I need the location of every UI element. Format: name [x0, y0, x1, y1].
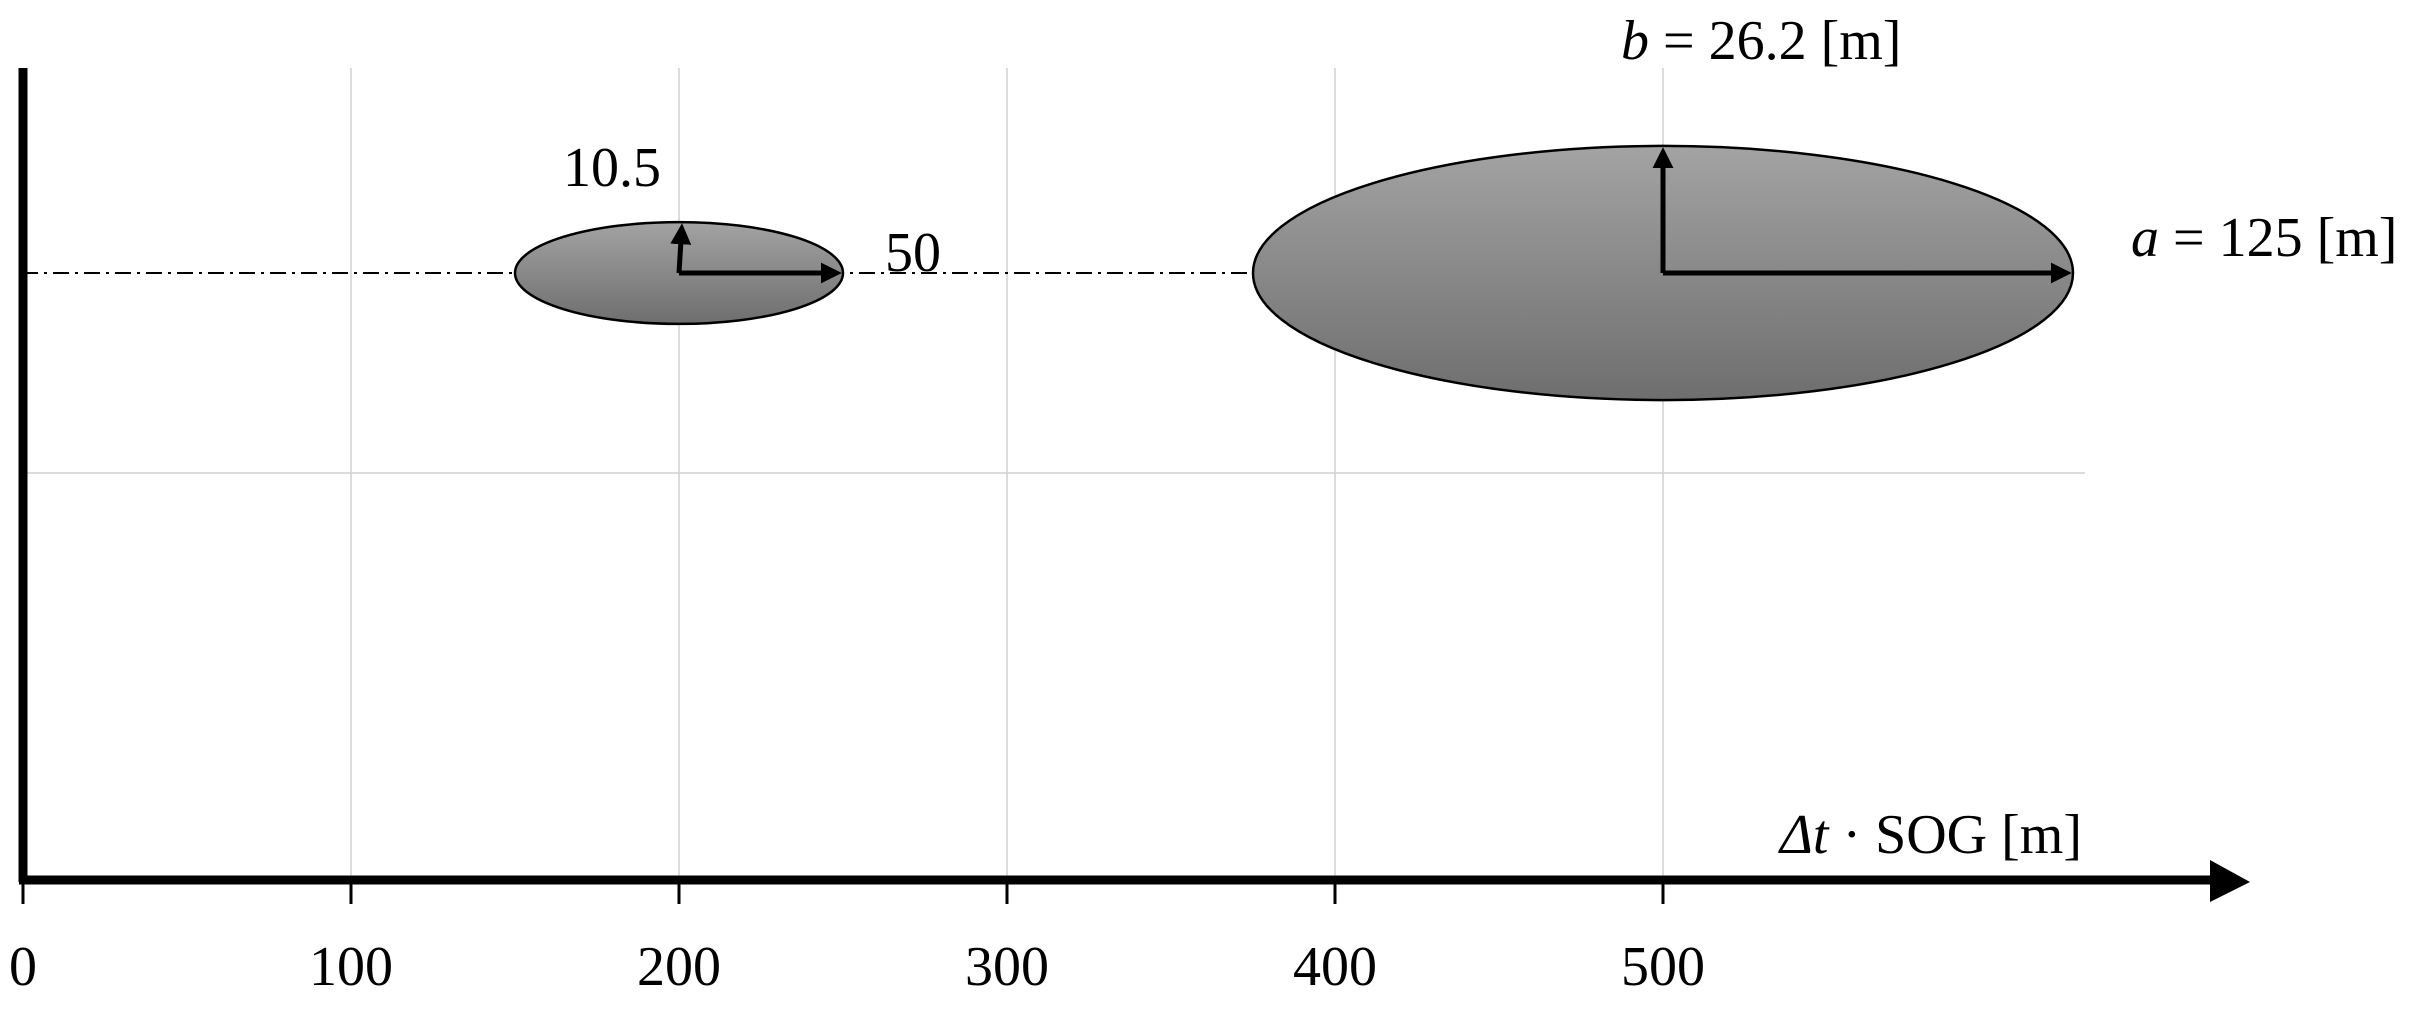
small-semi-major-label: 50	[885, 222, 941, 284]
x-axis-ticks: 0 100 200 300 400 500	[9, 882, 1705, 998]
small-semi-minor-label: 10.5	[563, 137, 661, 199]
x-tick-label: 500	[1621, 936, 1705, 998]
x-tick-label: 400	[1293, 936, 1377, 998]
x-tick-label: 200	[637, 936, 721, 998]
x-tick-label: 100	[309, 936, 393, 998]
small-semi-minor-arrow	[670, 223, 692, 274]
x-axis-arrowhead	[2210, 860, 2250, 902]
x-tick-label: 300	[965, 936, 1049, 998]
large-semi-minor-label: b = 26.2 [m]	[1621, 10, 1901, 72]
ellipses-group	[513, 144, 2075, 402]
large-semi-major-label: a = 125 [m]	[2131, 207, 2397, 269]
x-tick-label: 0	[9, 936, 37, 998]
x-axis-label: Δt · SOG [m]	[1778, 804, 2082, 866]
